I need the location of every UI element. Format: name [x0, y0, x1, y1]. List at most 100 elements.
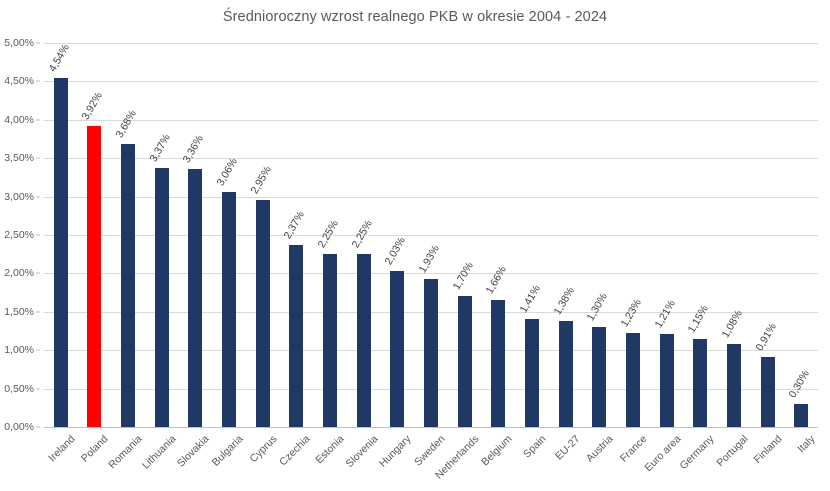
- y-axis-tick-mark: [36, 196, 40, 198]
- bar-value-label: 4,54%: [46, 42, 72, 75]
- bar[interactable]: [794, 403, 809, 427]
- bar-value-label: 1,70%: [450, 260, 476, 293]
- bar-value-label: 1,23%: [618, 296, 644, 329]
- bar-value-label: 3,06%: [214, 156, 240, 188]
- bar-value-label: 2,25%: [349, 218, 375, 251]
- y-axis: 5,00% 4,50% 4,00% 3,50% 3,00% 2,50% 2,00% 1,50%…: [0, 37, 40, 433]
- y-axis-tick-label: 1,50%: [4, 305, 34, 318]
- plot-area: 4,54% 3,92% 3,68% 3,37% 3,36% 3,06% 2,95% 2,37%…: [44, 43, 818, 428]
- bar[interactable]: [625, 332, 640, 427]
- bar-slot: 2,25%: [349, 43, 375, 427]
- bar-value-label: 0,30%: [786, 368, 813, 400]
- bar[interactable]: [592, 327, 607, 427]
- bar-value-label: 3,36%: [181, 133, 207, 165]
- bar-value-label: 2,95%: [248, 164, 274, 197]
- bar-slot: 3,92%: [80, 43, 105, 427]
- bar-value-label: 1,38%: [551, 285, 577, 318]
- gridline: [44, 235, 818, 236]
- gridline: [44, 119, 818, 121]
- bar-slot: 2,37%: [282, 43, 307, 427]
- bar-value-label: 1,66%: [483, 263, 510, 296]
- x-axis: Ireland Poland Romania Lithuania Slovakia Bul…: [44, 429, 818, 491]
- gridline: [44, 43, 818, 44]
- bar-slot: 3,06%: [215, 43, 240, 427]
- y-axis-tick-mark: [36, 119, 40, 121]
- bar-slot: 3,37%: [147, 43, 173, 427]
- gridline: [44, 158, 818, 160]
- bar-slot: 0,91%: [753, 43, 778, 427]
- y-axis-tick-mark: [36, 80, 40, 82]
- bar[interactable]: [524, 318, 539, 427]
- bar[interactable]: [457, 296, 472, 427]
- bar-value-label: 2,25%: [315, 218, 341, 251]
- bar-value-label: 1,21%: [652, 298, 678, 331]
- bar-value-label: 1,41%: [517, 282, 543, 315]
- y-axis-tick-mark: [36, 388, 40, 390]
- y-axis-tick-label: 5,00%: [4, 37, 34, 49]
- bar-slot: 2,03%: [383, 43, 408, 427]
- chart-title: Średnioroczny wzrost realnego PKB w okre…: [222, 9, 608, 25]
- y-axis-tick-label: 1,00%: [4, 344, 34, 357]
- bar-value-label: 1,08%: [719, 308, 745, 341]
- bar-slot: 1,08%: [719, 43, 745, 427]
- bar-slot: 1,41%: [518, 43, 543, 427]
- bar-value-label: 2,37%: [281, 209, 308, 241]
- bar-slot: 2,25%: [316, 43, 341, 427]
- bar[interactable]: [121, 144, 136, 427]
- bar[interactable]: [760, 357, 775, 427]
- bar-slot: 4,54%: [46, 43, 72, 427]
- gridline: [44, 427, 818, 428]
- bar[interactable]: [390, 271, 405, 427]
- y-axis-tick-mark: [36, 42, 40, 44]
- bar-value-label: 1,93%: [416, 242, 442, 275]
- y-axis-tick-mark: [36, 426, 40, 428]
- bar-value-label: 1,15%: [685, 302, 712, 335]
- y-axis-tick-label: 0,50%: [4, 382, 34, 395]
- y-axis-tick-mark: [36, 157, 40, 159]
- bar[interactable]: [188, 168, 203, 427]
- bar-slot: 0,30%: [787, 43, 812, 427]
- bar-value-label: 3,68%: [113, 108, 140, 141]
- bar-slot: 3,68%: [114, 43, 139, 427]
- gridline: [44, 81, 818, 83]
- bar[interactable]: [424, 278, 438, 427]
- bar[interactable]: [491, 299, 506, 427]
- bar[interactable]: [222, 192, 237, 427]
- bar-slot: 1,66%: [484, 43, 509, 427]
- bar[interactable]: [289, 244, 304, 427]
- bar[interactable]: [323, 254, 338, 427]
- bar[interactable]: [53, 78, 68, 427]
- bar-slot: 2,95%: [248, 43, 274, 427]
- bar[interactable]: [255, 200, 270, 427]
- y-axis-tick-label: 4,00%: [4, 113, 34, 126]
- bar-value-label: 0,91%: [753, 321, 779, 354]
- bar-value-label: 3,92%: [80, 90, 106, 122]
- bar-slot: 1,70%: [450, 43, 476, 427]
- y-axis-tick-label: 4,50%: [4, 75, 34, 88]
- bar[interactable]: [154, 168, 169, 427]
- bar-value-label: 2,03%: [382, 235, 409, 268]
- bar[interactable]: [659, 334, 674, 427]
- y-axis-tick-mark: [36, 311, 40, 313]
- bar-slot: 1,93%: [417, 43, 442, 427]
- bar[interactable]: [726, 344, 741, 427]
- bar-value-label: 1,30%: [584, 291, 611, 324]
- gridline: [44, 196, 818, 198]
- y-axis-tick-mark: [36, 349, 40, 351]
- y-axis-tick-label: 2,00%: [4, 267, 34, 280]
- bar-highlight[interactable]: [87, 125, 102, 427]
- y-axis-tick-label: 3,50%: [4, 152, 34, 165]
- bar-slot: 1,21%: [652, 43, 677, 427]
- bar[interactable]: [356, 254, 371, 427]
- bar-slot: 1,38%: [551, 43, 576, 427]
- y-axis-tick-label: 3,00%: [4, 190, 34, 203]
- bar[interactable]: [693, 338, 708, 427]
- y-axis-tick-mark: [36, 234, 40, 236]
- bar[interactable]: [558, 321, 573, 427]
- gridline: [44, 273, 818, 275]
- bar-slot: 1,23%: [619, 43, 644, 427]
- y-axis-tick-label: 0,00%: [4, 421, 34, 433]
- bar-value-label: 3,37%: [147, 132, 173, 165]
- bars-layer: 4,54% 3,92% 3,68% 3,37% 3,36% 3,06% 2,95% 2,37%…: [44, 43, 818, 427]
